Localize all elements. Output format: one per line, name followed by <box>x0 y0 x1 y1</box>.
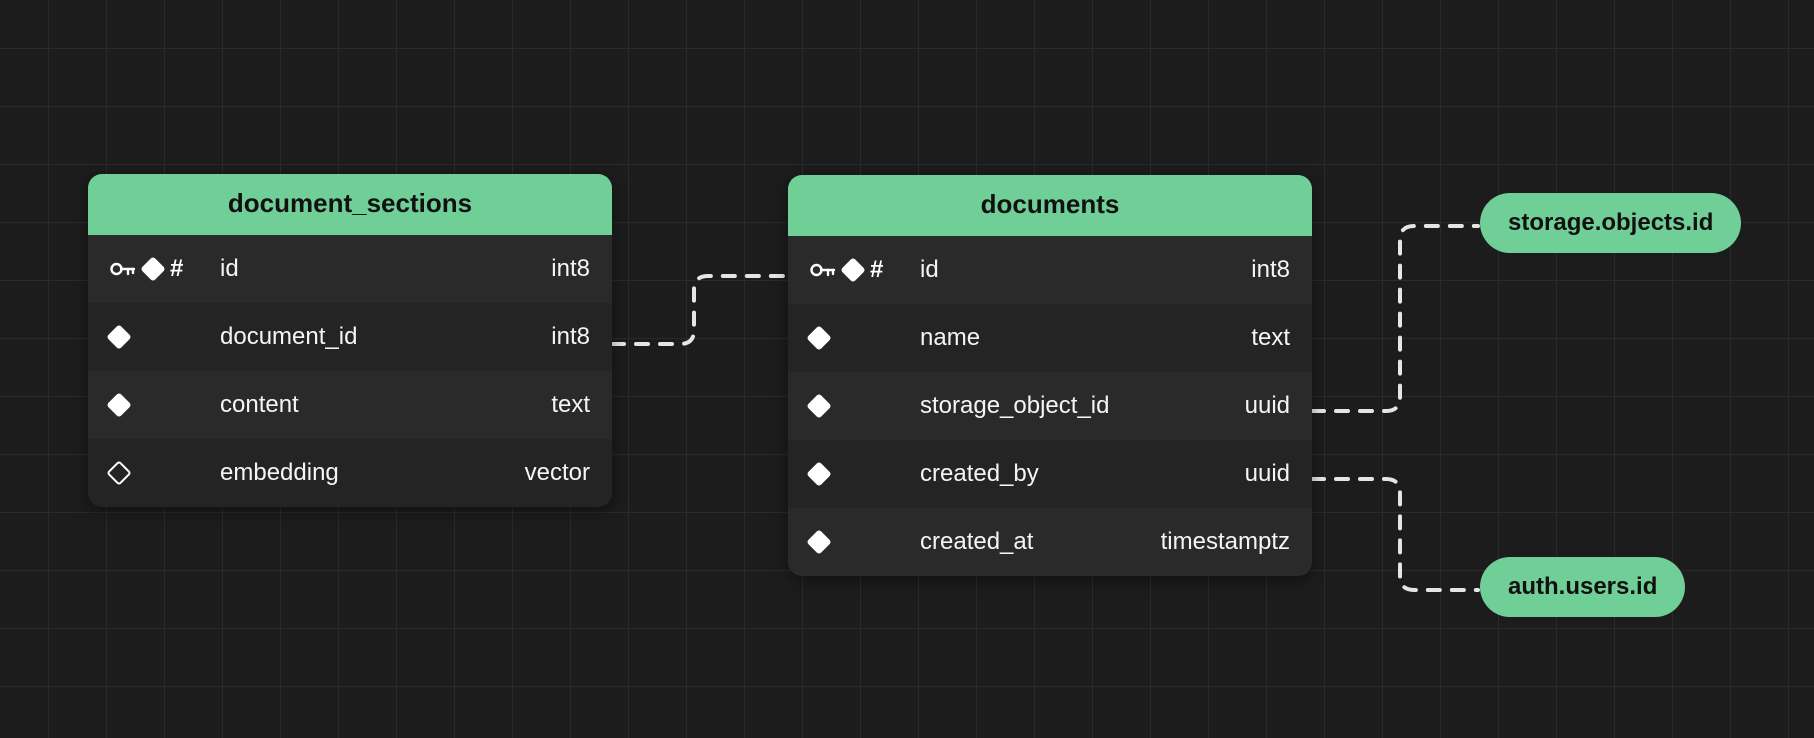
column-row[interactable]: contenttext <box>88 371 612 439</box>
primary-key-icon <box>810 262 836 278</box>
notnull-icon <box>840 257 865 282</box>
column-name: created_by <box>920 460 1245 488</box>
ref-pill-storage_objects_id[interactable]: storage.objects.id <box>1480 193 1741 253</box>
column-row[interactable]: embeddingvector <box>88 439 612 507</box>
column-row[interactable]: # idint8 <box>788 236 1312 304</box>
column-icons <box>110 328 220 346</box>
column-row[interactable]: # idint8 <box>88 235 612 303</box>
table-header: documents <box>788 175 1312 236</box>
column-icons <box>110 464 220 482</box>
column-row[interactable]: created_byuuid <box>788 440 1312 508</box>
column-row[interactable]: document_idint8 <box>88 303 612 371</box>
column-name: storage_object_id <box>920 392 1245 420</box>
column-type: text <box>1251 324 1290 352</box>
column-row[interactable]: created_attimestamptz <box>788 508 1312 576</box>
column-type: int8 <box>551 323 590 351</box>
column-icons: # <box>810 256 920 284</box>
notnull-icon <box>806 325 831 350</box>
edge-documents_to_storage <box>1312 226 1478 411</box>
table-document_sections[interactable]: document_sections #idint8document_idint8… <box>88 174 612 507</box>
column-row[interactable]: storage_object_iduuid <box>788 372 1312 440</box>
column-icons <box>110 396 220 414</box>
notnull-icon <box>806 461 831 486</box>
column-type: text <box>551 391 590 419</box>
column-row[interactable]: nametext <box>788 304 1312 372</box>
nullable-icon <box>106 460 131 485</box>
notnull-icon <box>106 324 131 349</box>
indexed-icon: # <box>870 256 883 284</box>
notnull-icon <box>806 393 831 418</box>
column-name: embedding <box>220 459 525 487</box>
column-icons <box>810 329 920 347</box>
column-type: int8 <box>1251 256 1290 284</box>
edge-documents_to_auth <box>1312 479 1478 590</box>
notnull-icon <box>106 392 131 417</box>
column-icons: # <box>110 255 220 283</box>
column-name: name <box>920 324 1251 352</box>
primary-key-icon <box>110 261 136 277</box>
column-name: created_at <box>920 528 1161 556</box>
column-icons <box>810 465 920 483</box>
column-icons <box>810 397 920 415</box>
column-type: uuid <box>1245 392 1290 420</box>
column-type: vector <box>525 459 590 487</box>
column-icons <box>810 533 920 551</box>
ref-pill-auth_users_id[interactable]: auth.users.id <box>1480 557 1685 617</box>
column-type: timestamptz <box>1161 528 1290 556</box>
edge-doc_sections_to_documents <box>612 276 788 344</box>
column-type: uuid <box>1245 460 1290 488</box>
column-name: document_id <box>220 323 551 351</box>
column-name: content <box>220 391 551 419</box>
indexed-icon: # <box>170 255 183 283</box>
column-type: int8 <box>551 255 590 283</box>
er-diagram-canvas[interactable]: document_sections #idint8document_idint8… <box>0 0 1814 738</box>
column-name: id <box>220 255 551 283</box>
table-header: document_sections <box>88 174 612 235</box>
notnull-icon <box>806 529 831 554</box>
table-documents[interactable]: documents #idint8nametextstorage_object_… <box>788 175 1312 576</box>
notnull-icon <box>140 256 165 281</box>
column-name: id <box>920 256 1251 284</box>
